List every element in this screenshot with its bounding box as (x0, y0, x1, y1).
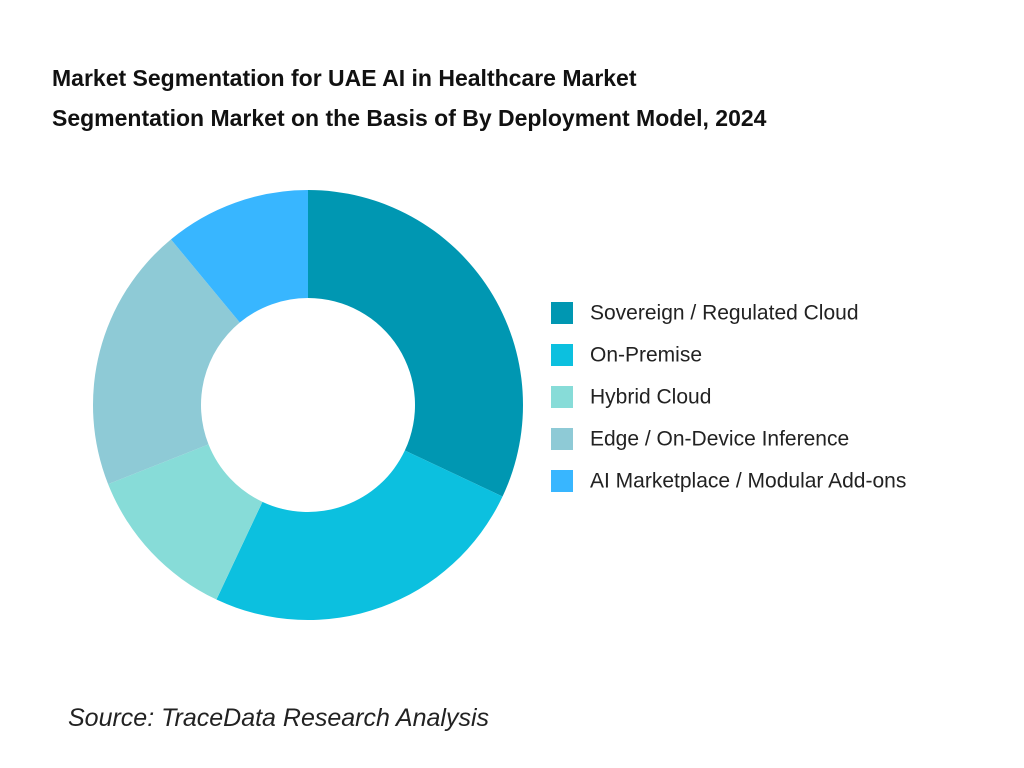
legend-swatch (551, 428, 573, 450)
legend-label: Sovereign / Regulated Cloud (590, 302, 859, 325)
legend-swatch (551, 302, 573, 324)
legend-label: Edge / On-Device Inference (590, 428, 849, 451)
legend-label: AI Marketplace / Modular Add-ons (590, 470, 906, 493)
legend-label: Hybrid Cloud (590, 386, 711, 409)
chart-title: Market Segmentation for UAE AI in Health… (52, 65, 637, 91)
donut-slice (308, 190, 523, 497)
source-note: Source: TraceData Research Analysis (68, 704, 489, 732)
donut-slice (92, 239, 240, 485)
legend-swatch (551, 386, 573, 408)
legend-swatch (551, 470, 573, 492)
donut-slice (108, 444, 263, 600)
legend-label: On-Premise (590, 344, 702, 367)
donut-slice (216, 450, 503, 620)
donut-slice (170, 190, 308, 323)
chart-title: Segmentation Market on the Basis of By D… (52, 105, 767, 131)
legend-swatch (551, 344, 573, 366)
legend: Sovereign / Regulated Cloud On-Premise Hyb… (551, 302, 906, 493)
donut (92, 190, 523, 620)
